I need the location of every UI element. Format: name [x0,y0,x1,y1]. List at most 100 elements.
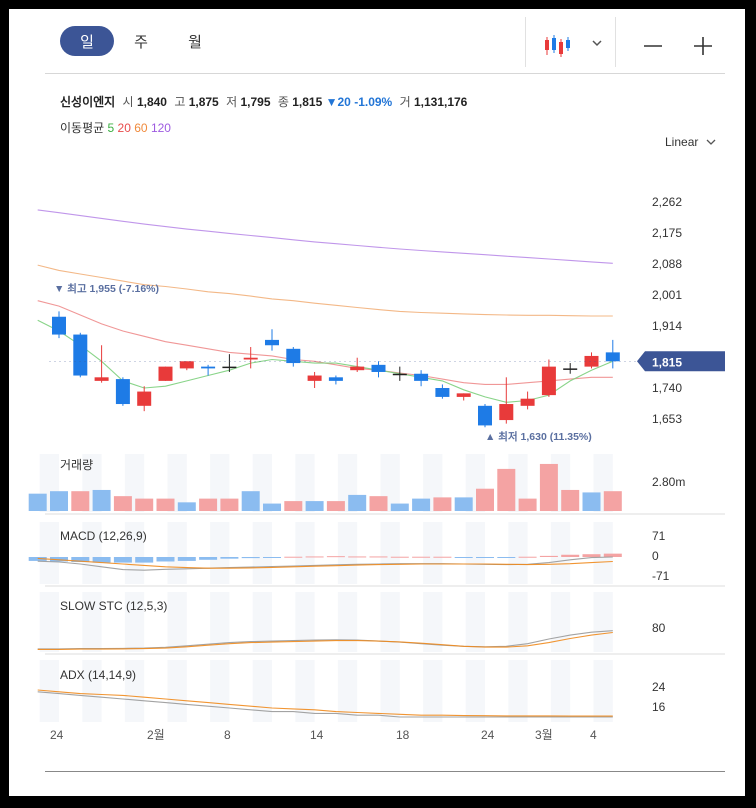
volume-panel-band [210,454,230,512]
stock-summary: 신성이엔지 시 1,840 고 1,875 저 1,795 종 1,815 ▼2… [60,93,467,110]
adx-panel-band [508,660,528,722]
high-value: 1,875 [188,95,219,109]
slow-stc-panel-band [167,592,187,652]
adx-signal-line [37,689,613,717]
candle-body [115,379,130,405]
adx-panel-band [167,660,187,722]
minus-icon[interactable] [643,36,663,56]
slow-stc-panel-band [82,592,102,652]
adx-panel-band [295,660,315,722]
macd-histogram-bar [241,557,260,559]
slow-stc-panel-band [550,592,571,652]
moving-average-label: 이동평균 [60,121,105,135]
chart-toolbar [45,23,725,74]
slow-stc-panel-band [508,592,528,652]
volume-bar [412,498,431,511]
y-tick-label: 2,088 [652,257,682,271]
macd-panel-band [593,522,613,584]
macd-panel-band [295,522,315,584]
macd-panel-band [465,522,485,584]
candle-body [307,375,322,381]
macd-histogram-bar [28,557,47,561]
macd-histogram-bar [305,556,324,558]
volume-bar [539,463,558,511]
tab-week[interactable]: 주 [134,33,148,51]
macd-panel-band [82,522,102,584]
y-tick-label: 2,175 [652,226,682,240]
macd-histogram-bar [412,556,431,558]
slow-stc-panel-label: SLOW STC (12,5,3) [60,599,167,613]
volume-panel-band [295,454,315,512]
slow-stc-panel-band [252,592,272,652]
candle-body [605,352,620,362]
candle-body [499,404,514,421]
x-tick-label: 3월 [535,728,553,742]
adx-panel-band [210,660,230,722]
volume-bar [433,497,452,511]
candle-body [286,348,301,364]
tab-month[interactable]: 월 [188,33,202,51]
macd-panel-band [550,522,571,584]
plus-icon[interactable] [693,36,713,56]
volume-value: 1,131,176 [413,95,468,109]
candle-body [392,373,407,376]
volume-bar [476,488,494,511]
candle-body [265,339,279,346]
volume-label: 거 [399,95,411,109]
high-label: 고 [174,95,186,109]
low-label: 저 [226,95,238,109]
ma-120-line [37,209,613,264]
stock-chart[interactable]: 2,262 2,175 2,088 2,001 1,914 1,740 1,653 ▼ 최고 … [9,9,745,796]
volume-bar [390,503,409,511]
macd-panel-band [39,522,59,584]
volume-bar [284,501,303,511]
candlestick-icon[interactable] [543,33,573,59]
scale-selector-label: Linear [665,135,699,149]
ma-60[interactable]: 60 [134,121,148,135]
slow-stc-panel-band [337,592,358,652]
open-value: 1,840 [136,95,167,109]
change-percent: -1.09% [354,95,393,109]
volume-bar [92,489,111,511]
adx-panel-band [82,660,102,722]
macd-histogram-bar [135,557,154,563]
chevron-down-icon[interactable] [591,39,603,49]
slow-stc-panel-band [380,592,400,652]
macd-tick-label: -71 [652,569,670,583]
toolbar-divider [525,17,526,67]
candle-body [201,366,216,369]
macd-histogram-bar [50,557,68,562]
slow-stc-panel-band [295,592,315,652]
ma-20[interactable]: 20 [117,121,131,135]
volume-bar [263,503,281,511]
x-tick-label: 24 [481,728,495,742]
adx-tick-label: 16 [652,700,666,714]
volume-bar [50,491,68,511]
candle-body [222,366,237,369]
adx-panel-band [593,660,613,722]
macd-panel-band [508,522,528,584]
ma-5[interactable]: 5 [107,121,115,135]
volume-bar [582,492,601,511]
scale-selector[interactable]: Linear [665,135,716,149]
tab-day[interactable]: 일 [60,26,114,56]
macd-histogram-bar [113,557,132,563]
ma-120[interactable]: 120 [150,121,171,135]
close-value: 1,815 [292,95,323,109]
volume-bar [177,502,196,511]
macd-histogram-bar [177,557,196,561]
x-tick-label: 8 [224,728,231,742]
macd-histogram-bar [156,557,175,562]
slow-stc-panel-band [124,592,145,652]
candle-body [584,355,599,367]
volume-bar [603,491,622,511]
slow-stc-panel-band [593,592,613,652]
candle-body [414,373,429,381]
adx-panel-label: ADX (14,14,9) [60,668,136,682]
macd-panel-label: MACD (12,26,9) [60,529,147,543]
stock-name: 신성이엔지 [60,95,116,109]
macd-histogram-bar [433,556,452,558]
volume-bar [135,498,154,511]
candle-body [52,316,66,335]
volume-bar [113,496,132,511]
